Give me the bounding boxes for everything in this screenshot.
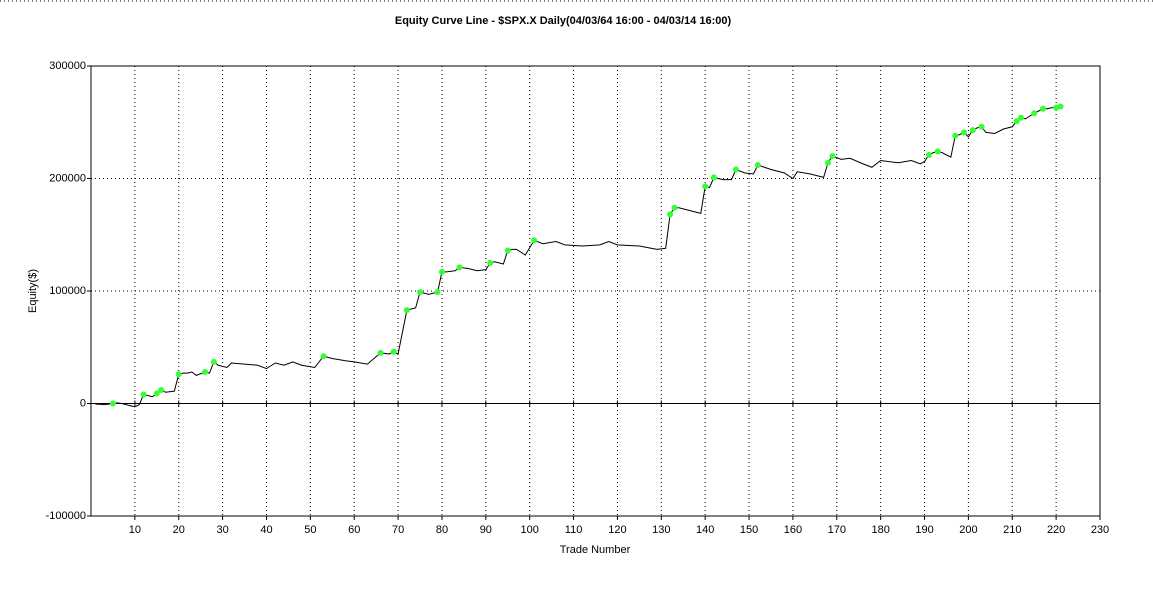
x-tick-label: 230 <box>1091 524 1109 536</box>
equity-high-marker <box>1018 114 1025 121</box>
equity-high-marker <box>109 400 116 407</box>
x-tick-label: 20 <box>173 524 185 536</box>
x-tick-label: 200 <box>959 524 977 536</box>
equity-high-marker <box>671 204 678 211</box>
x-tick-label: 30 <box>216 524 228 536</box>
x-tick-label: 70 <box>392 524 404 536</box>
y-tick-label: 0 <box>80 397 86 409</box>
equity-high-marker <box>434 289 441 296</box>
equity-high-marker <box>377 349 384 356</box>
equity-high-marker <box>403 307 410 314</box>
equity-high-marker <box>710 174 717 181</box>
equity-line <box>95 106 1061 408</box>
equity-high-marker <box>969 127 976 134</box>
x-tick-label: 220 <box>1047 524 1065 536</box>
x-tick-label: 140 <box>696 524 714 536</box>
chart-title: Equity Curve Line - $SPX.X Daily(04/03/6… <box>395 15 732 27</box>
equity-high-marker <box>417 289 424 296</box>
equity-high-marker <box>1057 103 1064 110</box>
y-tick-label: -100000 <box>46 510 86 522</box>
x-tick-label: 60 <box>348 524 360 536</box>
x-tick-label: 110 <box>565 524 583 536</box>
equity-high-marker <box>153 390 160 397</box>
equity-high-marker <box>934 148 941 155</box>
y-tick-label: 300000 <box>49 60 86 72</box>
equity-high-marker <box>202 369 209 375</box>
x-tick-label: 170 <box>828 524 846 536</box>
equity-high-marker <box>456 264 463 271</box>
equity-high-marker <box>504 247 511 254</box>
equity-high-marker <box>140 391 147 398</box>
equity-high-marker <box>825 159 832 166</box>
x-tick-label: 180 <box>871 524 889 536</box>
equity-high-marker <box>175 371 182 378</box>
equity-high-marker <box>438 268 445 275</box>
equity-high-marker <box>1039 105 1046 112</box>
x-tick-label: 10 <box>129 524 141 536</box>
x-tick-label: 90 <box>480 524 492 536</box>
y-tick-label: 200000 <box>49 172 86 184</box>
equity-high-marker <box>925 151 932 158</box>
equity-high-marker <box>732 166 739 173</box>
x-tick-label: 80 <box>436 524 448 536</box>
equity-high-marker <box>978 123 985 130</box>
equity-high-marker <box>667 211 674 218</box>
x-tick-label: 150 <box>740 524 758 536</box>
equity-high-marker <box>1031 110 1038 117</box>
x-tick-label: 50 <box>304 524 316 536</box>
equity-high-marker <box>952 132 959 139</box>
equity-high-marker <box>390 348 397 355</box>
x-tick-label: 40 <box>260 524 272 536</box>
equity-high-marker <box>158 387 165 393</box>
equity-high-marker <box>320 353 327 360</box>
equity-high-marker <box>754 162 761 168</box>
x-tick-label: 190 <box>915 524 933 536</box>
x-axis-label: Trade Number <box>560 544 631 556</box>
equity-high-marker <box>702 183 709 190</box>
equity-high-marker <box>1013 118 1020 125</box>
equity-high-marker <box>210 358 217 365</box>
equity-high-marker <box>961 129 968 136</box>
x-tick-label: 160 <box>784 524 802 536</box>
equity-high-marker <box>829 153 836 159</box>
x-tick-label: 100 <box>521 524 539 536</box>
x-tick-label: 210 <box>1003 524 1021 536</box>
x-tick-label: 130 <box>652 524 670 536</box>
y-axis-label: Equity($) <box>27 269 39 313</box>
equity-high-marker <box>487 259 494 266</box>
y-tick-label: 100000 <box>49 285 86 297</box>
x-tick-label: 120 <box>608 524 626 536</box>
equity-high-marker <box>531 237 538 244</box>
